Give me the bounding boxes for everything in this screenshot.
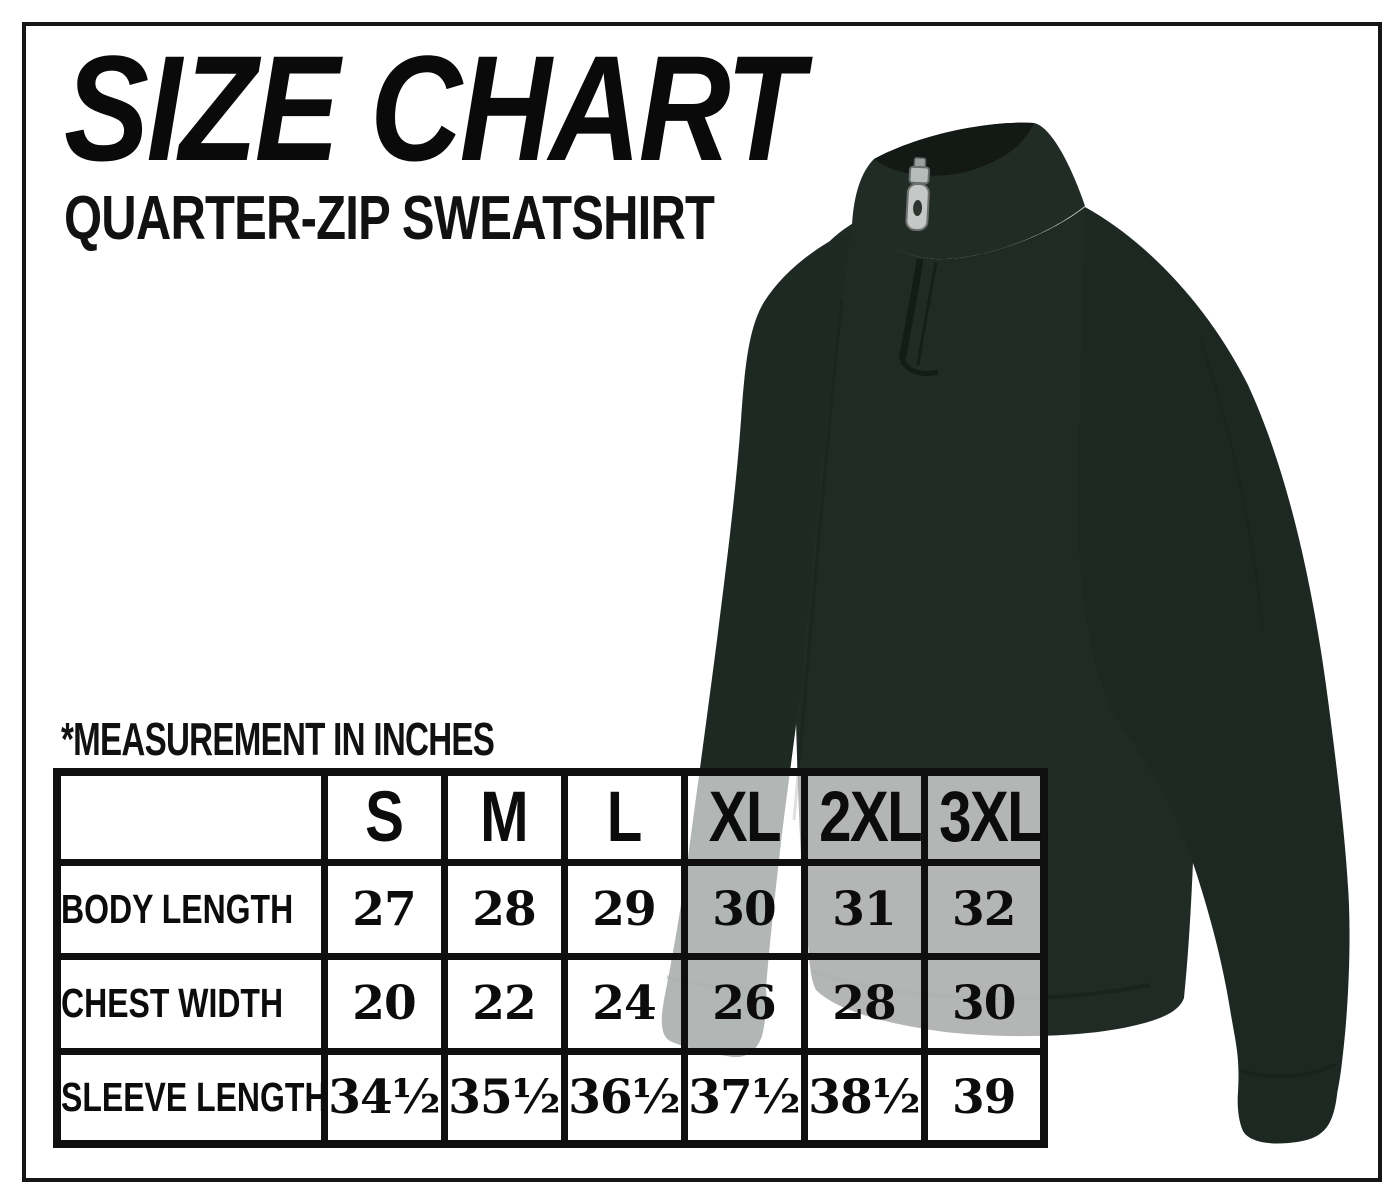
table-cell: 38½ (800, 1047, 928, 1148)
table-cell: 30 (920, 952, 1048, 1055)
zipper-pull-icon (905, 157, 931, 232)
table-row-chest-width: CHEST WIDTH 20 22 24 26 28 30 (53, 952, 1048, 1055)
table-cell: 39 (920, 1047, 1048, 1148)
sweatshirt-far-sleeve (1077, 207, 1350, 1144)
table-cell: 35½ (440, 1047, 568, 1148)
table-cell: 34½ (320, 1047, 448, 1148)
zipper-placket (898, 258, 939, 376)
table-cell: 24 (560, 952, 688, 1055)
table-cell: 37½ (680, 1047, 808, 1148)
column-header-s: S (320, 768, 448, 866)
row-label-body-length: BODY LENGTH (53, 858, 328, 960)
row-label-sleeve-length: SLEEVE LENGTH (53, 1047, 328, 1148)
column-header-xl: XL (680, 768, 808, 866)
column-header-l: L (560, 768, 688, 866)
column-header-m: M (440, 768, 568, 866)
size-table: S M L XL 2XL 3XL BODY LENGTH 27 28 29 30… (53, 768, 1048, 1148)
measurement-note: *MEASUREMENT IN INCHES (61, 713, 495, 765)
table-row-body-length: BODY LENGTH 27 28 29 30 31 32 (53, 858, 1048, 960)
table-row-sleeve-length: SLEEVE LENGTH 34½ 35½ 36½ 37½ 38½ 39 (53, 1047, 1048, 1148)
table-cell: 28 (800, 952, 928, 1055)
table-cell: 36½ (560, 1047, 688, 1148)
table-cell: 29 (560, 858, 688, 960)
table-cell: 20 (320, 952, 448, 1055)
table-cell: 22 (440, 952, 568, 1055)
table-cell: 31 (800, 858, 928, 960)
column-header-3xl: 3XL (920, 768, 1048, 866)
row-label-chest-width: CHEST WIDTH (53, 952, 328, 1055)
header-row: S M L XL 2XL 3XL (53, 768, 1048, 866)
corner-cell (53, 768, 328, 866)
page-subtitle: QUARTER-ZIP SWEATSHIRT (64, 184, 715, 253)
table-cell: 32 (920, 858, 1048, 960)
table-cell: 30 (680, 858, 808, 960)
table-cell: 27 (320, 858, 448, 960)
column-header-2xl: 2XL (800, 768, 928, 866)
table-cell: 26 (680, 952, 808, 1055)
table-cell: 28 (440, 858, 568, 960)
page-title: SIZE CHART (64, 24, 804, 192)
